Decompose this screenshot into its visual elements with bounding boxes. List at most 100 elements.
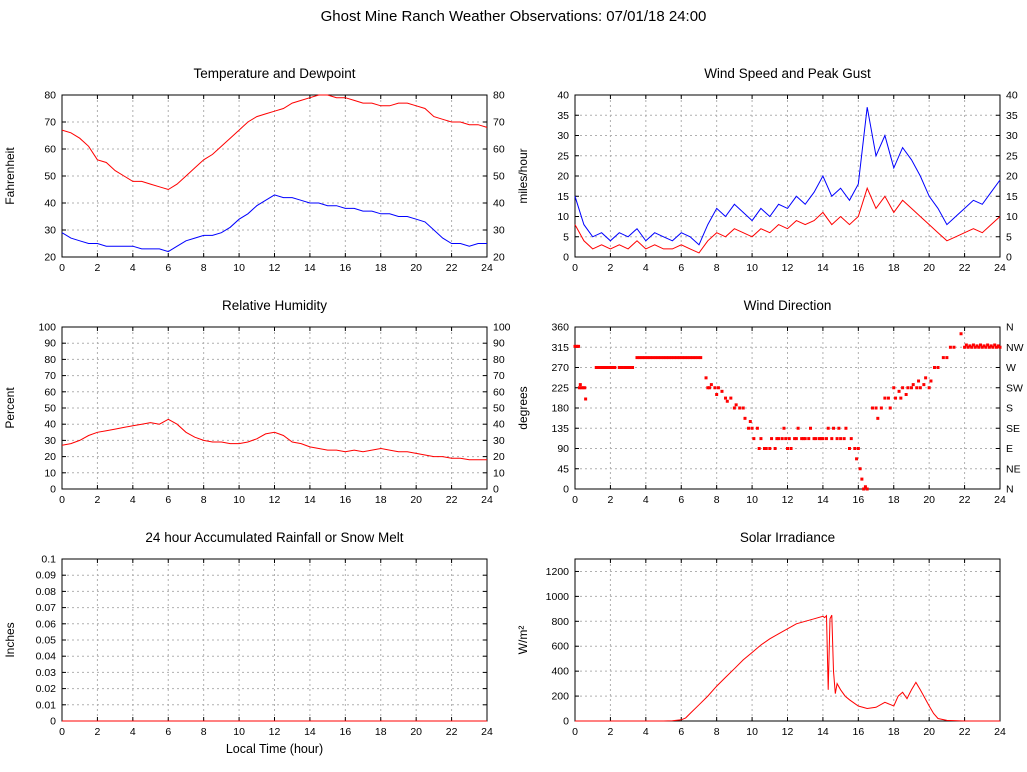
svg-text:360: 360 [551,322,569,334]
chart-panel-relative-humidity: 0 2 4 6 8 10 12 14 16 18 20 22 24 0 0 10 10 20 20 30 30 40 40 5… [0,292,514,527]
svg-text:40: 40 [557,90,569,102]
svg-text:4: 4 [643,494,649,506]
svg-text:10: 10 [233,262,245,274]
svg-text:NE: NE [1006,463,1021,475]
svg-text:25: 25 [557,150,569,162]
svg-text:16: 16 [339,262,351,274]
svg-text:16: 16 [339,494,351,506]
svg-text:25: 25 [1006,150,1018,162]
svg-text:Wind Direction: Wind Direction [744,298,832,313]
chart-panel-solar-irradiance: 0 2 4 6 8 10 12 14 16 18 20 22 24 0 200 400 600 800 1000 12… [513,524,1027,759]
svg-text:6: 6 [678,494,684,506]
svg-text:0.02: 0.02 [36,683,57,695]
svg-text:10: 10 [746,494,758,506]
svg-text:0: 0 [493,484,499,496]
svg-text:Solar Irradiance: Solar Irradiance [740,530,835,545]
svg-text:60: 60 [493,386,505,398]
chart-rainfall: 0 2 4 6 8 10 12 14 16 18 20 22 2400.010.020.030.040.… [3,530,493,756]
svg-text:45: 45 [557,463,569,475]
svg-text:180: 180 [551,403,569,415]
svg-text:40: 40 [44,419,56,431]
svg-text:4: 4 [130,726,136,738]
svg-text:0.08: 0.08 [36,586,57,598]
svg-text:24: 24 [481,262,493,274]
svg-text:6: 6 [678,262,684,274]
svg-text:20: 20 [493,451,505,463]
svg-text:8: 8 [714,726,720,738]
svg-text:6: 6 [165,262,171,274]
page-title: Ghost Mine Ranch Weather Observations: 0… [320,8,707,25]
svg-text:225: 225 [551,382,569,394]
svg-text:5: 5 [1006,231,1012,243]
svg-text:10: 10 [493,467,505,479]
svg-text:90: 90 [44,338,56,350]
svg-text:60: 60 [493,144,505,156]
svg-text:30: 30 [557,130,569,142]
svg-text:16: 16 [339,726,351,738]
svg-text:10: 10 [233,726,245,738]
svg-text:135: 135 [551,423,569,435]
svg-text:12: 12 [269,262,281,274]
svg-text:1000: 1000 [546,591,570,603]
svg-text:12: 12 [782,494,794,506]
chart-panel-wind-speed-gust: 0 2 4 6 8 10 12 14 16 18 20 22 24 0 0 5 5 10 10 15 15 20 20 25 2… [513,60,1027,295]
svg-text:15: 15 [557,191,569,203]
svg-text:0: 0 [563,716,569,728]
svg-text:0: 0 [59,726,65,738]
svg-text:2: 2 [607,494,613,506]
svg-text:miles/hour: miles/hour [516,148,530,203]
svg-text:18: 18 [888,494,900,506]
svg-text:2: 2 [607,262,613,274]
svg-text:8: 8 [201,262,207,274]
svg-text:14: 14 [304,262,316,274]
svg-text:18: 18 [375,262,387,274]
svg-text:Wind Speed and Peak Gust: Wind Speed and Peak Gust [704,66,871,81]
svg-text:24: 24 [481,494,493,506]
svg-text:6: 6 [165,494,171,506]
svg-text:80: 80 [493,90,505,102]
svg-text:1200: 1200 [546,566,570,578]
svg-text:4: 4 [643,262,649,274]
svg-text:0.05: 0.05 [36,635,57,647]
svg-text:E: E [1006,443,1013,455]
svg-text:60: 60 [44,144,56,156]
svg-text:10: 10 [746,726,758,738]
svg-text:20: 20 [923,494,935,506]
svg-text:90: 90 [493,338,505,350]
svg-text:12: 12 [269,726,281,738]
svg-text:NW: NW [1006,342,1024,354]
svg-text:50: 50 [493,171,505,183]
svg-text:N: N [1006,484,1014,496]
svg-text:30: 30 [1006,130,1018,142]
svg-text:70: 70 [493,117,505,129]
svg-text:0: 0 [59,262,65,274]
svg-text:50: 50 [44,403,56,415]
svg-text:800: 800 [551,616,569,628]
svg-text:35: 35 [1006,110,1018,122]
svg-text:0: 0 [563,484,569,496]
svg-text:22: 22 [446,494,458,506]
svg-text:16: 16 [852,262,864,274]
svg-text:degrees: degrees [516,386,530,429]
svg-text:600: 600 [551,641,569,653]
svg-text:100: 100 [38,322,56,334]
svg-text:30: 30 [44,435,56,447]
svg-text:16: 16 [852,726,864,738]
svg-text:20: 20 [410,494,422,506]
svg-text:24 hour Accumulated Rainfall o: 24 hour Accumulated Rainfall or Snow Mel… [145,530,403,545]
svg-text:0.09: 0.09 [36,570,57,582]
svg-text:24: 24 [994,726,1006,738]
svg-text:S: S [1006,403,1013,415]
svg-text:24: 24 [481,726,493,738]
svg-text:22: 22 [446,726,458,738]
svg-text:0: 0 [1006,252,1012,264]
svg-text:2: 2 [607,726,613,738]
svg-text:315: 315 [551,342,569,354]
svg-text:5: 5 [563,231,569,243]
svg-text:35: 35 [557,110,569,122]
svg-text:0: 0 [572,726,578,738]
svg-text:0: 0 [59,494,65,506]
svg-text:20: 20 [557,171,569,183]
svg-text:40: 40 [493,198,505,210]
